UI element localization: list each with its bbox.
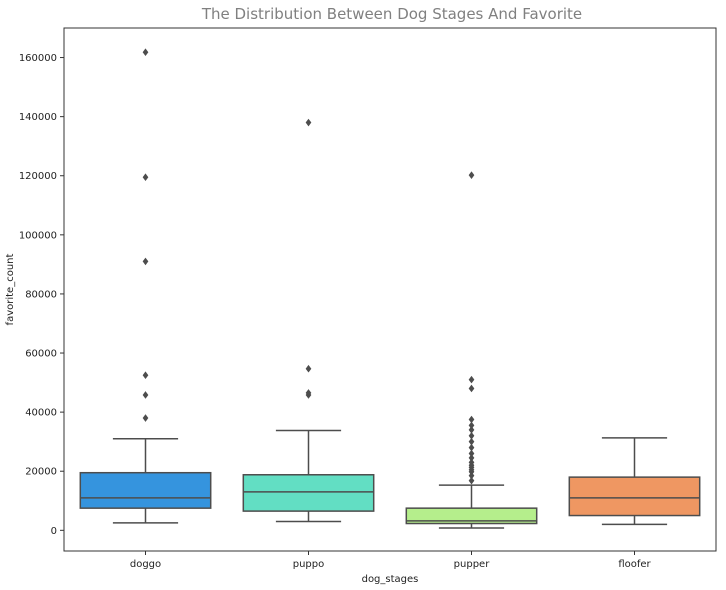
outlier-point xyxy=(468,171,475,179)
outlier-point xyxy=(468,471,475,480)
outlier-point xyxy=(142,48,149,57)
box-group xyxy=(79,48,212,524)
outlier-point xyxy=(468,431,475,440)
box-group xyxy=(405,171,538,529)
y-axis-label: favorite_count xyxy=(5,253,16,325)
outlier-point xyxy=(468,443,475,452)
y-tick-label: 0 xyxy=(51,526,57,537)
x-tick-label: doggo xyxy=(130,559,161,570)
x-tick-label: puppo xyxy=(293,559,325,570)
x-axis: doggo puppo pupper floofer xyxy=(130,551,652,570)
outlier-point xyxy=(305,389,312,397)
y-tick-label: 100000 xyxy=(19,230,57,241)
outlier-point xyxy=(142,414,149,422)
y-tick-label: 60000 xyxy=(25,349,57,360)
outlier-point xyxy=(468,454,475,462)
box-iqr xyxy=(79,471,212,509)
y-tick-label: 140000 xyxy=(19,112,57,123)
outlier-point xyxy=(468,458,475,467)
outlier-point xyxy=(468,437,475,446)
outlier-point xyxy=(142,371,149,379)
x-axis-label: dog_stages xyxy=(362,574,419,585)
box-iqr xyxy=(405,507,538,525)
plot-area-frame xyxy=(63,27,717,552)
y-axis: 0 20000 40000 60000 80000 100000 120000 140000 1… xyxy=(19,53,64,537)
y-tick-label: 120000 xyxy=(19,171,57,182)
outlier-point xyxy=(468,476,475,485)
box-iqr xyxy=(242,474,375,512)
outlier-point xyxy=(468,421,475,430)
y-tick-label: 40000 xyxy=(25,408,57,419)
outlier-point xyxy=(468,449,475,458)
box-group xyxy=(568,437,701,526)
y-tick-label: 20000 xyxy=(25,467,57,478)
chart-title: The Distribution Between Dog Stages And … xyxy=(201,5,582,23)
x-tick-label: pupper xyxy=(454,559,491,570)
box-iqr xyxy=(568,476,701,517)
outlier-point xyxy=(142,391,149,399)
y-tick-label: 80000 xyxy=(25,289,57,300)
box-series xyxy=(79,48,701,529)
box-group xyxy=(242,118,375,523)
outlier-point xyxy=(305,364,312,373)
outlier-point xyxy=(468,415,475,424)
y-tick-label: 160000 xyxy=(19,53,57,64)
outlier-point xyxy=(468,375,475,384)
outlier-point xyxy=(305,118,312,127)
outlier-point xyxy=(142,257,149,266)
outlier-point xyxy=(142,173,149,182)
outlier-point xyxy=(468,426,475,434)
x-tick-label: floofer xyxy=(618,559,651,570)
outlier-point xyxy=(468,384,475,393)
